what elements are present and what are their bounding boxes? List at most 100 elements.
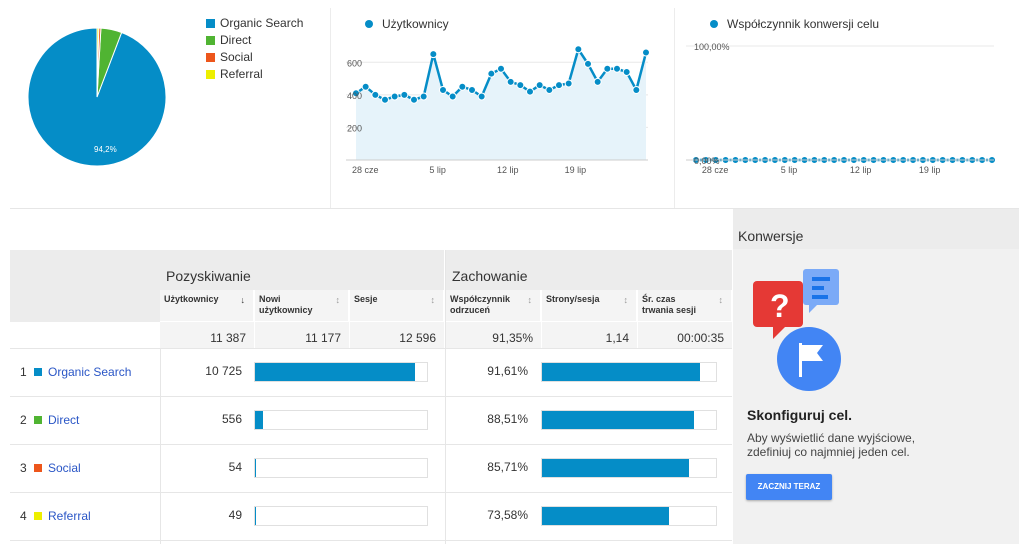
data-point [584, 59, 592, 68]
row-number: 1 [20, 365, 27, 379]
total-pages: 1,14 [542, 322, 637, 349]
y-tick-label: 200 [347, 123, 362, 133]
table-row-organic-search: 1 Organic Search [10, 348, 160, 396]
data-point [555, 81, 563, 90]
conversions-panel: Konwersje ? Skonfiguruj cel. Aby wyświet… [733, 209, 1019, 544]
total-new-users: 11 177 [255, 322, 349, 349]
row-bounce-value: 85,71% [487, 460, 528, 474]
series-dot-icon [710, 20, 718, 28]
bounce-fill [542, 459, 689, 477]
data-point [516, 81, 525, 90]
users-share-fill [255, 459, 256, 477]
legend-item-social[interactable]: Social [206, 50, 253, 64]
sort-icon: ↕ [335, 295, 341, 305]
bounce-bar [541, 458, 717, 478]
users-share-bar [254, 458, 428, 478]
col-header-pages[interactable]: Strony/sesja ↕ [542, 290, 637, 321]
data-point [477, 92, 486, 101]
sort-desc-icon: ↓ [240, 295, 246, 305]
row-divider [10, 396, 732, 397]
data-point [429, 50, 438, 59]
sort-icon: ↕ [718, 295, 724, 305]
col-header-users[interactable]: Użytkownicy ↓ [160, 290, 254, 321]
row-number: 4 [20, 509, 27, 523]
total-users: 11 387 [160, 322, 254, 349]
bounce-bar [541, 362, 717, 382]
bounce-fill [542, 363, 700, 381]
data-point [497, 64, 505, 73]
row-link-direct[interactable]: Direct [48, 413, 80, 427]
row-number: 2 [20, 413, 27, 427]
col-label: Strony/sesja [546, 294, 600, 304]
legend-swatch [206, 52, 215, 62]
row-divider [10, 492, 732, 493]
table-row-social: 3 Social [10, 444, 160, 492]
legend-item-direct[interactable]: Direct [206, 33, 251, 47]
data-point [361, 82, 370, 91]
total-duration: 00:00:35 [638, 322, 732, 349]
data-point [535, 81, 544, 90]
legend-swatch [206, 18, 215, 28]
total-bounce: 91,35% [446, 322, 541, 349]
conv-chart-title-text: Współczynnik konwersji celu [727, 17, 880, 31]
data-point [574, 45, 583, 54]
x-tick-label: 19 lip [919, 165, 941, 175]
x-tick-label: 28 cze [352, 165, 379, 175]
row-divider [10, 348, 732, 349]
legend-label: Organic Search [220, 16, 304, 30]
legend-item-referral[interactable]: Referral [206, 67, 263, 81]
conversions-description: Aby wyświetlić dane wyjściowe, zdefiniuj… [747, 431, 916, 459]
sort-icon: ↕ [430, 295, 436, 305]
legend-item-organic[interactable]: Organic Search [206, 16, 303, 30]
legend-swatch [206, 69, 215, 79]
row-link-social[interactable]: Social [48, 461, 81, 475]
row-users-value: 556 [221, 412, 242, 426]
data-point [632, 85, 641, 94]
row-link-organic-search[interactable]: Organic Search [48, 365, 132, 379]
row-swatch [34, 368, 42, 376]
row-users-value: 54 [228, 460, 242, 474]
legend-swatch [206, 35, 215, 45]
users-line-chart[interactable]: 600 400 200 28 cze 5 lip 12 lip 19 lip [338, 40, 658, 180]
col-label: Sesje [354, 294, 378, 304]
legend-label: Social [220, 50, 253, 64]
sort-icon: ↕ [527, 295, 533, 305]
series-dot-icon [365, 20, 373, 28]
row-divider [10, 540, 732, 541]
conversion-line-chart[interactable]: 100,00% 0,00%28 cze 5 lip 12 lip 19 lip [684, 40, 1000, 180]
divider [674, 8, 675, 208]
row-bounce-value: 73,58% [487, 508, 528, 522]
conversions-title: Konwersje [738, 228, 804, 244]
x-tick-label: 5 lip [781, 165, 798, 175]
data-point [419, 92, 428, 101]
data-point [468, 85, 476, 94]
start-now-button[interactable]: ZACZNIJ TERAZ [746, 474, 832, 500]
x-tick-label: 12 lip [497, 165, 519, 175]
goal-illustration-icon: ? [753, 269, 841, 391]
x-tick-label: 19 lip [565, 165, 587, 175]
column-divider [445, 250, 446, 544]
row-link-referral[interactable]: Referral [48, 509, 91, 523]
data-point [371, 90, 380, 99]
row-bounce-value: 88,51% [487, 412, 528, 426]
row-users-value: 49 [228, 508, 242, 522]
data-point [390, 92, 399, 101]
x-tick-label: 12 lip [850, 165, 872, 175]
col-header-new-users[interactable]: Nowi użytkownicy ↕ [255, 290, 349, 321]
data-point [439, 85, 447, 94]
col-header-duration[interactable]: Śr. czas trwania sesji ↕ [638, 290, 732, 321]
users-share-fill [255, 411, 263, 429]
conversions-header: Konwersje [733, 209, 1019, 249]
legend-label: Direct [220, 33, 252, 47]
row-divider [10, 444, 732, 445]
data-point [487, 69, 496, 78]
data-point [564, 79, 573, 88]
group-header-behavior: Zachowanie [446, 250, 732, 290]
users-share-fill [255, 507, 256, 525]
col-header-sessions[interactable]: Sesje ↕ [350, 290, 444, 321]
row-bounce-value: 91,61% [487, 364, 528, 378]
col-header-bounce[interactable]: Współczynnik odrzuceń ↕ [446, 290, 541, 321]
divider [330, 8, 331, 208]
users-share-bar [254, 362, 428, 382]
channel-pie-chart[interactable] [26, 26, 168, 168]
